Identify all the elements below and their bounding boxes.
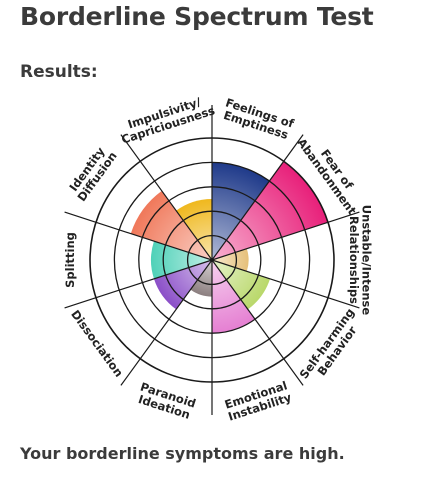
label-group-dissociation: Dissociation <box>68 307 126 379</box>
grid-spoke-10 <box>120 134 213 261</box>
label-group-feelings-of-emptiness: Feelings ofEmptiness <box>220 95 297 142</box>
segment-identity-diffusion <box>130 190 212 260</box>
category-label: Dissociation <box>68 307 126 379</box>
label-group-self-harming-behavior: Self-harmingBehavior <box>297 306 368 389</box>
segment-splitting <box>151 241 212 279</box>
chart-segments <box>130 161 329 334</box>
polar-area-chart: Feelings ofEmptiness Fear ofAbandonment Un… <box>0 88 423 438</box>
results-heading: Results: <box>20 62 98 82</box>
page-title: Borderline Spectrum Test <box>20 2 374 31</box>
grid-spoke-4 <box>211 259 360 309</box>
grid-spoke-8 <box>64 259 213 309</box>
grid-spoke-9 <box>64 211 213 261</box>
grid-spoke-5 <box>211 259 304 386</box>
segment-feelings-of-emptiness <box>212 162 270 260</box>
label-group-paranoid-ideation: ParanoidIdeation <box>135 379 198 422</box>
chart-grid <box>64 105 360 415</box>
category-label: ParanoidIdeation <box>135 379 198 422</box>
category-label: Unstable/IntenseRelationships <box>347 205 374 316</box>
grid-spoke-3 <box>211 211 360 261</box>
segment-self-harming-behavior <box>212 260 271 310</box>
label-group-unstable-intense-relationships: Unstable/IntenseRelationships <box>347 205 374 316</box>
segment-unstable-intense-relationships <box>212 248 249 272</box>
segment-emotional-instability <box>212 260 256 334</box>
result-summary: Your borderline symptoms are high. <box>20 444 345 463</box>
segment-dissociation <box>153 260 212 310</box>
grid-spoke-7 <box>120 259 213 386</box>
segment-fear-of-abandonment <box>212 161 329 260</box>
category-label: Feelings ofEmptiness <box>220 95 297 142</box>
category-label: Splitting <box>63 232 77 288</box>
category-label: IdentityDiffusion <box>64 142 119 204</box>
grid-spoke-2 <box>211 134 304 261</box>
segment-paranoid-ideation <box>190 260 212 297</box>
label-group-splitting: Splitting <box>63 232 77 288</box>
segment-impulsivity-capriciousness <box>176 199 212 260</box>
category-label: Self-harmingBehavior <box>297 306 368 389</box>
label-group-emotional-instability: EmotionalInstability <box>223 378 294 424</box>
category-label: EmotionalInstability <box>223 378 294 424</box>
label-group-identity-diffusion: IdentityDiffusion <box>64 142 119 204</box>
